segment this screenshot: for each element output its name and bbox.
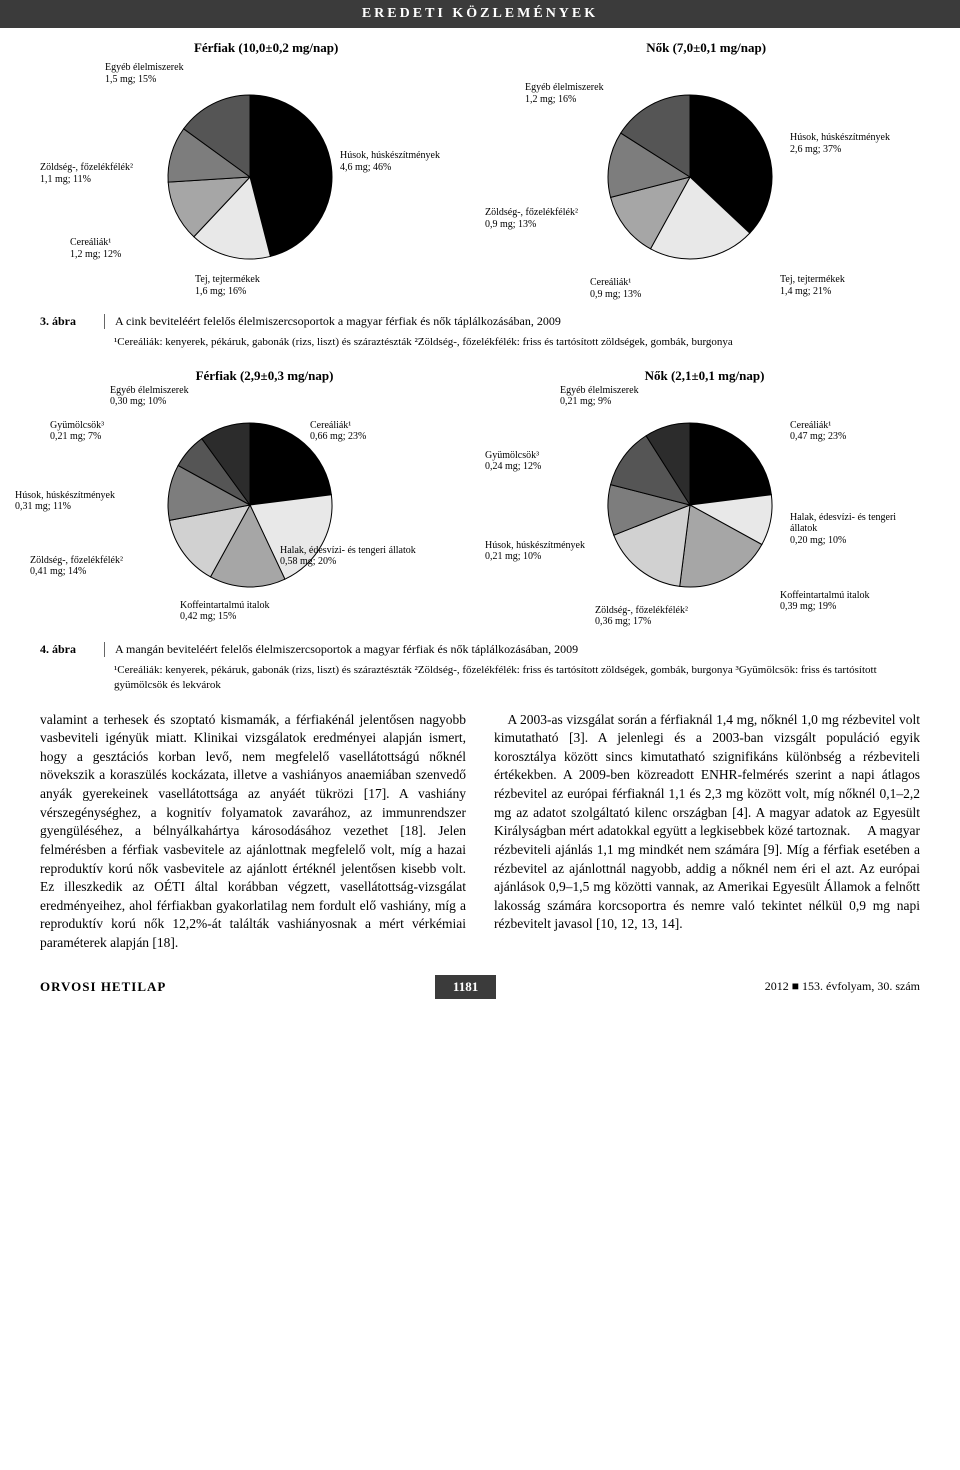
pie-slice-label: Zöldség-, főzelékfélék² 0,36 mg; 17% xyxy=(595,605,688,628)
pie-slice-label: Húsok, húskészítmények 2,6 mg; 37% xyxy=(790,132,890,155)
pie-slice-label: Cereáliák¹ 0,66 mg; 23% xyxy=(310,420,366,443)
pie-slice-label: Koffeintartalmú italok 0,42 mg; 15% xyxy=(180,600,270,623)
section-header: EREDETI KÖZLEMÉNYEK xyxy=(0,0,960,28)
fig3-notes: ¹Cereáliák: kenyerek, pékáruk, gabonák (… xyxy=(114,335,920,350)
pie-slice-label: Zöldség-, főzelékfélék² 0,9 mg; 13% xyxy=(485,207,578,230)
pie-slice-label: Halak, édesvízi- és tengeri állatok 0,20… xyxy=(790,512,910,547)
pie-slice-label: Tej, tejtermékek 1,6 mg; 16% xyxy=(195,274,260,297)
fig4-right-pie: Cereáliák¹ 0,47 mg; 23% Halak, édesvízi- … xyxy=(490,390,910,630)
pie-slice xyxy=(690,423,771,505)
pie-slice-label: Egyéb élelmiszerek 1,2 mg; 16% xyxy=(525,82,604,105)
fig4-left-title: Férfiak (2,9±0,3 mg/nap) xyxy=(196,368,334,384)
fig4-pies: Cereáliák¹ 0,66 mg; 23% Halak, édesvízi- … xyxy=(40,390,920,630)
pie-slice-label: Húsok, húskészítmények 0,31 mg; 11% xyxy=(15,490,115,513)
fig3-caption-lead: 3. ábra xyxy=(40,314,104,329)
pie-slice-label: Cereáliák¹ 0,9 mg; 13% xyxy=(590,277,641,300)
pie-slice-label: Zöldség-, főzelékfélék² 1,1 mg; 11% xyxy=(40,162,133,185)
footer-journal: ORVOSI HETILAP xyxy=(40,979,166,995)
pie-slice-label: Egyéb élelmiszerek 0,30 mg; 10% xyxy=(110,385,189,408)
fig4-right-title: Nők (2,1±0,1 mg/nap) xyxy=(645,368,765,384)
pie-slice-label: Tej, tejtermékek 1,4 mg; 21% xyxy=(780,274,845,297)
fig4-caption-text: A mangán beviteléért felelős élelmiszerc… xyxy=(104,642,578,657)
pie-slice-label: Cereáliák¹ 1,2 mg; 12% xyxy=(70,237,121,260)
pie-slice-label: Egyéb élelmiszerek 1,5 mg; 15% xyxy=(105,62,184,85)
pie-slice-label: Húsok, húskészítmények 0,21 mg; 10% xyxy=(485,540,585,563)
body-columns: valamint a terhesek és szoptató kismamák… xyxy=(40,711,920,953)
fig3-left-pie: Húsok, húskészítmények 4,6 mg; 46% Tej, t… xyxy=(50,62,470,302)
pie-slice-label: Zöldség-, főzelékfélék² 0,41 mg; 14% xyxy=(30,555,123,578)
fig3-right-pie: Húsok, húskészítmények 2,6 mg; 37% Tej, t… xyxy=(490,62,910,302)
pie-slice-label: Gyümölcsök³ 0,24 mg; 12% xyxy=(485,450,541,473)
pie-slice-label: Koffeintartalmú italok 0,39 mg; 19% xyxy=(780,590,870,613)
page-footer: ORVOSI HETILAP 1181 2012 ■ 153. évfolyam… xyxy=(40,975,920,999)
pie-slice-label: Cereáliák¹ 0,47 mg; 23% xyxy=(790,420,846,443)
pie-slice-label: Gyümölcsök³ 0,21 mg; 7% xyxy=(50,420,104,443)
fig4-left-pie: Cereáliák¹ 0,66 mg; 23% Halak, édesvízi- … xyxy=(50,390,470,630)
fig4-caption-lead: 4. ábra xyxy=(40,642,104,657)
body-right-col: A 2003-as vizsgálat során a férfiaknál 1… xyxy=(494,711,920,953)
footer-issue: 2012 ■ 153. évfolyam, 30. szám xyxy=(765,979,920,994)
pie-slice-label: Húsok, húskészítmények 4,6 mg; 46% xyxy=(340,150,440,173)
fig3-titles: Férfiak (10,0±0,2 mg/nap) Nők (7,0±0,1 m… xyxy=(40,40,920,56)
fig3-right-title: Nők (7,0±0,1 mg/nap) xyxy=(646,40,766,56)
body-left-col: valamint a terhesek és szoptató kismamák… xyxy=(40,711,466,953)
footer-page-number: 1181 xyxy=(435,975,496,999)
fig3-left-title: Férfiak (10,0±0,2 mg/nap) xyxy=(194,40,338,56)
pie-slice-label: Halak, édesvízi- és tengeri állatok 0,58… xyxy=(280,545,416,568)
fig3-pies: Húsok, húskészítmények 4,6 mg; 46% Tej, t… xyxy=(40,62,920,302)
fig4-caption: 4. ábra A mangán beviteléért felelős éle… xyxy=(40,642,920,657)
fig3-caption: 3. ábra A cink beviteléért felelős élelm… xyxy=(40,314,920,329)
fig3-caption-text: A cink beviteléért felelős élelmiszercso… xyxy=(104,314,561,329)
pie-slice-label: Egyéb élelmiszerek 0,21 mg; 9% xyxy=(560,385,639,408)
fig4-notes: ¹Cereáliák: kenyerek, pékáruk, gabonák (… xyxy=(114,663,920,693)
fig4-titles: Férfiak (2,9±0,3 mg/nap) Nők (2,1±0,1 mg… xyxy=(40,368,920,384)
